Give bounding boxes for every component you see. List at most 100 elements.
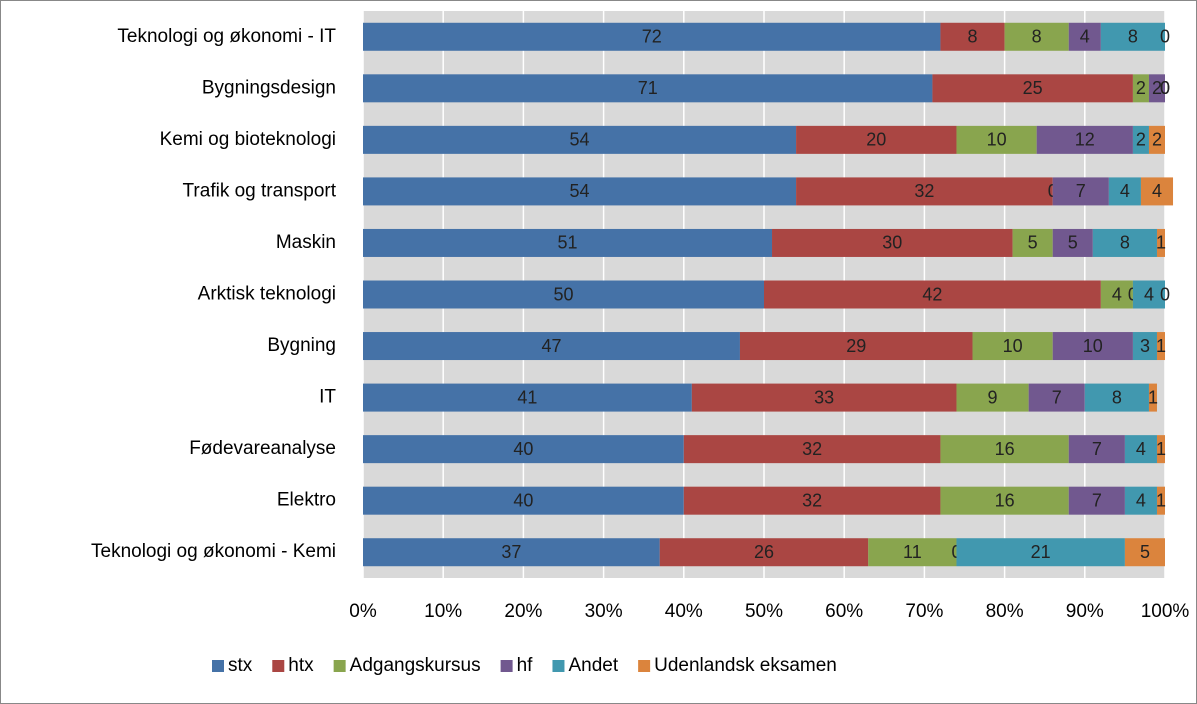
bar-segment	[1124, 435, 1157, 464]
bar-segment	[1012, 228, 1053, 257]
data-label: 32	[802, 490, 822, 510]
legend-swatch	[552, 660, 565, 672]
data-label: 71	[638, 78, 658, 98]
data-label: 32	[914, 181, 934, 201]
data-label: 29	[846, 336, 866, 356]
bar-segment	[1156, 228, 1165, 257]
bar-segment	[1156, 435, 1165, 464]
bar-segment	[1124, 486, 1157, 515]
bar-segment	[1132, 125, 1149, 154]
data-label: 7	[1092, 439, 1102, 459]
data-label: 5	[1140, 542, 1150, 562]
y-tick-label: Bygningsdesign	[202, 77, 336, 98]
legend-swatch	[638, 660, 651, 672]
y-tick-label: Bygning	[267, 335, 336, 356]
bar-segment	[1132, 280, 1165, 309]
data-label: 0	[1160, 78, 1170, 98]
bar-segment	[1108, 177, 1141, 206]
bar-segment	[796, 177, 1053, 206]
data-label: 2	[1136, 130, 1146, 150]
bar-segment	[659, 538, 869, 567]
data-label: 4	[1136, 490, 1146, 510]
data-label: 12	[1075, 130, 1095, 150]
x-tick-label: 100%	[1141, 601, 1190, 622]
bar-segment	[868, 538, 957, 567]
data-label: 4	[1080, 27, 1090, 47]
data-label: 54	[570, 181, 590, 201]
bar-segment	[683, 486, 941, 515]
bar-segment	[363, 435, 684, 464]
y-tick-label: Arktisk teknologi	[198, 284, 336, 305]
data-label: 1	[1148, 387, 1158, 407]
legend-label: Adgangskursus	[350, 655, 481, 676]
bar-segment	[1132, 74, 1149, 103]
data-label: 1	[1156, 490, 1166, 510]
data-label: 7	[1052, 387, 1062, 407]
legend-swatch	[212, 660, 224, 672]
x-tick-label: 70%	[905, 601, 943, 622]
bar-segment	[363, 280, 764, 309]
x-tick-label: 90%	[1066, 601, 1104, 622]
data-label: 5	[1068, 233, 1078, 253]
data-label: 33	[814, 387, 834, 407]
data-label: 8	[968, 27, 978, 47]
y-tick-label: Teknologi og økonomi - Kemi	[91, 541, 336, 562]
bar-segment	[956, 125, 1037, 154]
bar-segment	[772, 228, 1013, 257]
y-tick-label: Fødevareanalyse	[189, 438, 336, 459]
bar-segment	[1140, 177, 1174, 206]
x-tick-label: 0%	[349, 601, 377, 622]
bar-segment	[940, 435, 1069, 464]
x-tick-label: 30%	[585, 601, 623, 622]
bar-segment	[940, 486, 1069, 515]
bar-segment	[1036, 125, 1133, 154]
bar-segment	[1068, 435, 1125, 464]
bar-segment	[1092, 228, 1157, 257]
bar-segment	[363, 228, 773, 257]
bar-segment	[739, 332, 973, 361]
y-tick-label: Elektro	[277, 490, 336, 511]
data-label: 8	[1112, 387, 1122, 407]
bar-segment	[1100, 22, 1165, 51]
legend-swatch	[272, 660, 285, 672]
legend-label: Andet	[568, 655, 618, 676]
bar-segment	[796, 125, 957, 154]
y-tick-label: Trafik og transport	[183, 180, 337, 201]
data-label: 32	[802, 439, 822, 459]
data-label: 4	[1152, 181, 1162, 201]
data-label: 42	[922, 284, 942, 304]
bar-segment	[932, 74, 1133, 103]
data-label: 72	[642, 27, 662, 47]
data-label: 50	[553, 284, 573, 304]
bar-segment	[363, 177, 797, 206]
data-label: 2	[1152, 130, 1162, 150]
bar-segment	[363, 332, 740, 361]
bar-segment	[1156, 486, 1165, 515]
legend-label: htx	[288, 655, 314, 676]
legend-label: stx	[228, 655, 253, 676]
data-label: 0	[1160, 27, 1170, 47]
data-label: 40	[513, 439, 533, 459]
data-label: 16	[995, 439, 1015, 459]
x-tick-label: 20%	[504, 601, 542, 622]
data-label: 7	[1092, 490, 1102, 510]
bar-segment	[1100, 280, 1133, 309]
x-tick-label: 80%	[986, 601, 1024, 622]
data-label: 21	[1031, 542, 1051, 562]
data-label: 10	[987, 130, 1007, 150]
legend-swatch	[333, 660, 346, 672]
data-label: 10	[1083, 336, 1103, 356]
bar-segment	[1052, 177, 1109, 206]
data-label: 51	[557, 233, 577, 253]
bar-segment	[1084, 383, 1149, 412]
data-label: 7	[1076, 181, 1086, 201]
data-label: 37	[501, 542, 521, 562]
x-tick-label: 10%	[424, 601, 462, 622]
bar-segment	[1148, 383, 1157, 412]
bar-segment	[940, 22, 1005, 51]
bar-segment	[972, 332, 1053, 361]
data-label: 8	[1128, 27, 1138, 47]
data-label: 3	[1140, 336, 1150, 356]
bar-segment	[363, 22, 941, 51]
y-tick-label: Kemi og bioteknologi	[160, 129, 336, 150]
